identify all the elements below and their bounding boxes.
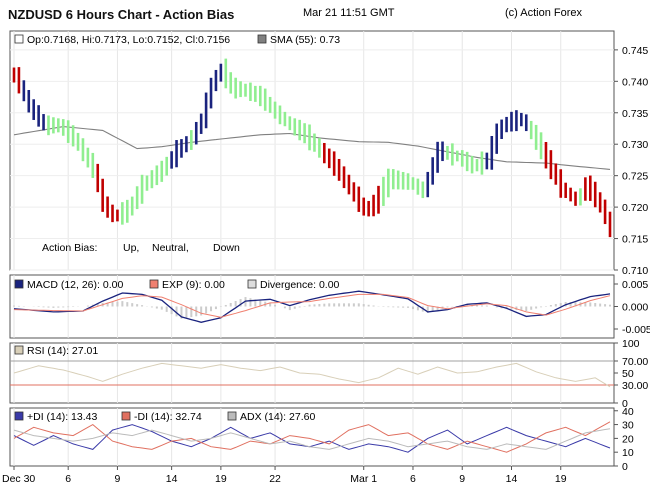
x-axis-label: 19	[215, 473, 227, 485]
minus-di-legend: -DI (14): 32.74	[134, 411, 202, 423]
macd-axis-label: 0.000	[622, 302, 648, 314]
rsi-axis-label: 50	[622, 368, 634, 380]
divergence-legend: Divergence: 0.00	[260, 279, 340, 291]
macd-line	[13, 290, 611, 323]
chart-title: NZDUSD 6 Hours Chart - Action Bias	[8, 7, 235, 22]
price-axis-label: 0.730	[622, 139, 648, 151]
copyright-label: (c) Action Forex	[505, 7, 583, 19]
rsi-line	[13, 362, 611, 388]
macd-axis-label: -0.005	[622, 324, 650, 336]
sma-legend-swatch	[257, 34, 267, 44]
price-axis-label: 0.725	[622, 171, 648, 183]
x-axis-label: 14	[166, 473, 178, 485]
x-axis-label: 14	[506, 473, 518, 485]
plus-di-line	[13, 424, 611, 453]
ohlc-swatch	[14, 34, 24, 44]
adx-panel	[9, 407, 615, 467]
price-axis-label: 0.735	[622, 108, 648, 120]
divergence-legend-swatch	[247, 279, 257, 289]
x-axis-label: 19	[555, 473, 567, 485]
adx-axis-label: 10	[622, 447, 634, 459]
minus-di-legend-swatch	[121, 411, 131, 421]
plus-di-legend: +DI (14): 13.43	[27, 411, 97, 423]
bias-legend-down: Down	[213, 242, 240, 254]
sma-line	[13, 126, 611, 170]
exp-line	[13, 293, 611, 318]
x-axis-label: 9	[459, 473, 465, 485]
adx-legend: ADX (14): 27.60	[240, 411, 315, 423]
sma-legend: SMA (55): 0.73	[270, 34, 340, 46]
bias-legend-label: Action Bias:	[42, 242, 97, 254]
rsi-panel	[9, 342, 615, 404]
macd-axis-label: 0.005	[622, 279, 648, 291]
bias-legend-up: Up,	[123, 242, 139, 254]
rsi-legend: RSI (14): 27.01	[27, 345, 98, 357]
ohlc-readout: Op:0.7168, Hi:0.7173, Lo:0.7152, Cl:0.71…	[27, 34, 230, 46]
chart-timestamp: Mar 21 11:51 GMT	[303, 7, 395, 19]
price-axis-label: 0.715	[622, 234, 648, 246]
rsi-axis-label: 70.00	[622, 356, 648, 368]
rsi-axis-label: 30.00	[622, 380, 648, 392]
x-axis-label: 6	[65, 473, 71, 485]
adx-axis-label: 30	[622, 420, 634, 432]
minus-di-line	[13, 421, 611, 453]
x-axis-label: Mar 1	[350, 473, 377, 485]
adx-line	[13, 428, 611, 450]
x-axis-label: 9	[115, 473, 121, 485]
price-panel	[9, 30, 615, 271]
rsi-legend-swatch	[14, 345, 24, 355]
exp-legend-swatch	[149, 279, 159, 289]
rsi-axis-label: 0	[622, 398, 628, 410]
macd-legend-swatch	[14, 279, 24, 289]
adx-legend-swatch	[227, 411, 237, 421]
adx-axis-label: 0	[622, 461, 628, 473]
price-axis-label: 0.710	[622, 265, 648, 277]
bias-legend-neutral: Neutral,	[152, 242, 189, 254]
x-axis-label: Dec 30	[2, 473, 35, 485]
adx-axis-label: 20	[622, 433, 634, 445]
price-axis-label: 0.745	[622, 45, 648, 57]
price-axis-label: 0.720	[622, 202, 648, 214]
adx-axis-label: 40	[622, 406, 634, 418]
macd-legend: MACD (12, 26): 0.00	[27, 279, 123, 291]
price-axis-label: 0.740	[622, 76, 648, 88]
x-axis-label: 6	[410, 473, 416, 485]
plus-di-legend-swatch	[14, 411, 24, 421]
exp-legend: EXP (9): 0.00	[162, 279, 225, 291]
x-axis-label: 22	[269, 473, 281, 485]
rsi-axis-label: 100	[622, 338, 640, 350]
